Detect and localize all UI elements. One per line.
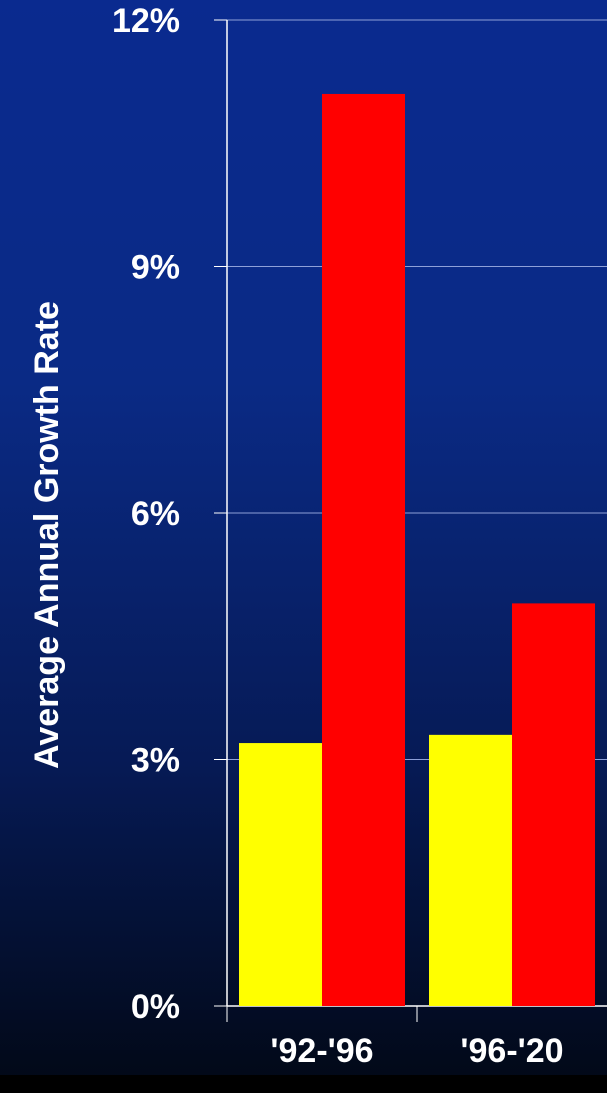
bar: [239, 743, 322, 1006]
category-label: '92-'96: [270, 1032, 373, 1070]
bar: [512, 603, 595, 1006]
bar: [322, 93, 405, 1006]
y-tick-label: 12%: [112, 2, 180, 40]
bottom-strip: [0, 1075, 607, 1093]
bars: [239, 93, 595, 1006]
y-axis-label: Average Annual Growth Rate: [28, 301, 66, 769]
bar: [429, 734, 512, 1006]
y-tick-labels: 0% 3% 6% 9% 12%: [112, 2, 180, 1026]
category-labels: '92-'96 '96-'20: [270, 1032, 563, 1070]
y-tick-label: 6%: [131, 495, 180, 533]
y-tick-label: 0%: [131, 988, 180, 1026]
y-tick-label: 3%: [131, 742, 180, 780]
y-tick-label: 9%: [131, 249, 180, 287]
category-label: '96-'20: [460, 1032, 563, 1070]
